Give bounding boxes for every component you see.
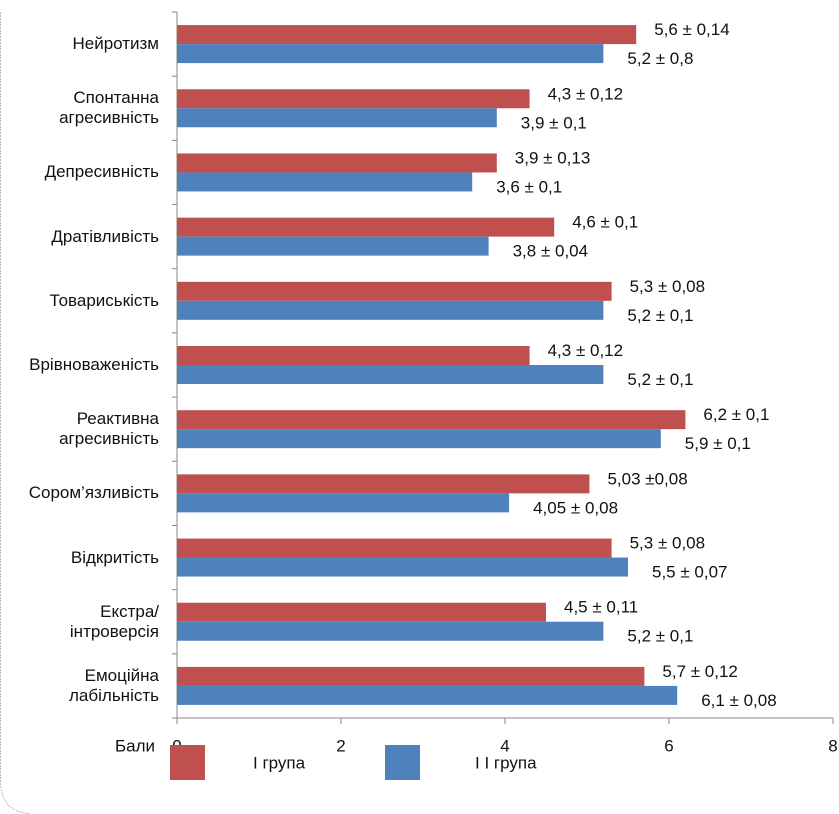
bar [177,236,489,256]
bar [177,44,604,64]
legend-swatch [170,745,205,780]
bar [177,685,678,705]
y-tick-label: Екстра/ інтроверсія [69,601,159,641]
frame [0,12,31,814]
bar [177,666,645,686]
bar [177,621,604,641]
x-axis-label: Бали [115,736,155,755]
value-label: 5,9 ± 0,1 [685,434,751,453]
legend-swatch [385,745,420,780]
value-label: 4,6 ± 0,1 [572,213,638,232]
y-tick-label: Дратівливість [51,226,159,246]
bar [177,557,628,577]
bar [177,365,604,384]
y-tick-label: Спонтанна агресивність [59,88,159,128]
value-label: 4,3 ± 0,12 [548,341,624,360]
bar [177,429,661,449]
value-label: 5,5 ± 0,07 [652,563,728,582]
value-label: 4,5 ± 0,11 [564,598,638,617]
legend-label: I група [253,753,306,772]
bar [177,493,510,513]
bar [177,538,612,558]
value-label: 5,2 ± 0,1 [627,627,693,646]
value-label: 3,9 ± 0,13 [515,148,591,167]
bar [177,89,530,109]
x-tick-label: 8 [828,736,837,755]
x-tick-label: 4 [500,736,509,755]
x-tick-label: 6 [664,736,673,755]
bar [177,410,686,430]
value-label: 5,3 ± 0,08 [630,534,706,553]
value-label: 5,2 ± 0,1 [627,306,693,325]
value-label: 5,3 ± 0,08 [630,277,706,296]
bar [177,217,555,237]
value-label: 5,2 ± 0,1 [627,370,693,389]
bar [177,108,497,128]
bar [177,602,546,622]
bar [177,172,473,192]
value-label: 4,05 ± 0,08 [533,498,618,517]
bar [177,474,590,494]
value-label: 5,6 ± 0,14 [654,20,730,39]
bar [177,300,604,320]
value-label: 5,2 ± 0,8 [627,49,693,68]
value-label: 5,03 ±0,08 [607,469,687,488]
value-label: 3,8 ± 0,04 [513,242,589,261]
value-label: 5,7 ± 0,12 [662,662,738,681]
y-tick-label: Товариськість [49,290,159,310]
x-tick-label: 2 [336,736,345,755]
value-label: 3,6 ± 0,1 [496,177,562,196]
y-tick-label: Нейротизм [72,34,159,54]
y-tick-label: Депресивність [44,162,159,182]
value-label: 6,2 ± 0,1 [703,405,769,424]
value-label: 6,1 ± 0,08 [701,691,777,710]
value-label: 3,9 ± 0,1 [521,113,587,132]
y-tick-label: Відкритість [70,547,159,567]
y-tick-label: Сором’язливість [28,483,159,503]
bar [177,346,530,365]
bar [177,281,612,301]
y-tick-label: Врівноваженість [29,355,159,374]
y-tick-label: Емоційна лабільність [69,665,159,705]
bar [177,25,637,45]
y-tick-label: Реактивна агресивність [59,409,159,449]
legend-label: I I група [475,753,537,772]
bar [177,153,497,173]
value-label: 4,3 ± 0,12 [548,84,624,103]
